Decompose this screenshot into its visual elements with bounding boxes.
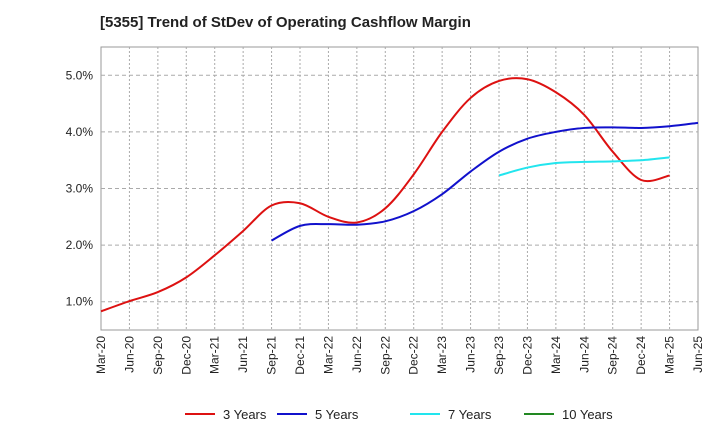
x-tick-label: Mar-24 (549, 336, 563, 374)
x-tick-label: Jun-21 (236, 336, 250, 373)
series-line-1 (100, 77, 670, 313)
legend: 3 Years 5 Years 7 Years 10 Years (185, 407, 613, 422)
x-tick-label: Dec-21 (293, 336, 307, 375)
series-layer (100, 77, 699, 313)
y-tick-label: 2.0% (66, 238, 94, 252)
x-tick-label: Mar-21 (208, 336, 222, 374)
x-tick-label: Mar-20 (94, 336, 108, 374)
x-tick-label: Jun-20 (122, 336, 136, 373)
x-tick-label: Dec-24 (634, 336, 648, 375)
chart-title: [5355] Trend of StDev of Operating Cashf… (100, 14, 471, 31)
x-tick-label: Mar-23 (435, 336, 449, 374)
grid-layer (101, 47, 698, 330)
y-tick-label: 1.0% (66, 295, 94, 309)
legend-label: 5 Years (315, 407, 359, 422)
series-line-2 (271, 121, 699, 242)
y-tick-label: 4.0% (66, 125, 94, 139)
x-tick-label: Sep-20 (151, 336, 165, 375)
x-tick-label: Dec-20 (179, 336, 193, 375)
x-tick-label: Sep-23 (492, 336, 506, 375)
legend-label: 7 Years (448, 407, 492, 422)
x-tick-label: Jun-25 (691, 336, 705, 373)
axis-layer: 1.0% 2.0% 3.0% 4.0% 5.0% Mar-20 Jun-20 Sep-20 De… (66, 68, 705, 374)
x-tick-label: Jun-24 (577, 336, 591, 373)
series-line-3 (498, 156, 670, 177)
y-tick-label: 3.0% (66, 182, 94, 196)
x-tick-label: Sep-22 (378, 336, 392, 375)
x-tick-label: Dec-23 (520, 336, 534, 375)
legend-label: 3 Years (223, 407, 267, 422)
x-tick-label: Dec-22 (407, 336, 421, 375)
x-tick-label: Jun-23 (464, 336, 478, 373)
x-tick-label: Jun-22 (350, 336, 364, 373)
legend-label: 10 Years (562, 407, 613, 422)
x-tick-label: Sep-21 (265, 336, 279, 375)
x-tick-label: Sep-24 (606, 336, 620, 375)
x-tick-label: Mar-22 (321, 336, 335, 374)
x-tick-label: Mar-25 (663, 336, 677, 374)
y-tick-label: 5.0% (66, 68, 94, 82)
